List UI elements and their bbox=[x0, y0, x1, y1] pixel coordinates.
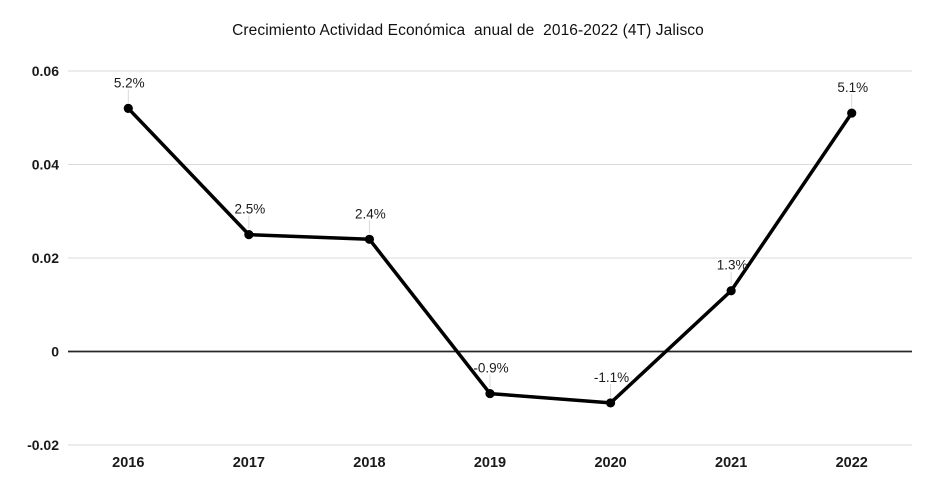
data-label: -0.9% bbox=[473, 361, 508, 376]
y-tick-label: -0.02 bbox=[27, 437, 59, 453]
x-category-label: 2017 bbox=[233, 455, 265, 471]
data-label: 2.4% bbox=[355, 206, 386, 221]
data-point-marker bbox=[847, 108, 857, 118]
y-tick-label: 0.06 bbox=[32, 63, 59, 79]
data-label: 1.3% bbox=[717, 258, 748, 273]
data-label: 5.1% bbox=[837, 80, 868, 95]
x-category-label: 2022 bbox=[836, 455, 868, 471]
data-label: 2.5% bbox=[234, 202, 265, 217]
y-tick-label: 0 bbox=[51, 344, 59, 360]
y-tick-label: 0.02 bbox=[32, 250, 59, 266]
data-point-marker bbox=[244, 230, 254, 240]
series-line bbox=[126, 106, 854, 405]
data-label: 5.2% bbox=[114, 75, 145, 90]
x-category-label: 2018 bbox=[353, 455, 385, 471]
data-label: -1.1% bbox=[594, 370, 629, 385]
data-point-marker bbox=[605, 398, 616, 408]
data-point-marker bbox=[364, 234, 375, 244]
x-category-label: 2020 bbox=[594, 455, 626, 471]
x-category-label: 2019 bbox=[474, 455, 506, 471]
x-category-label: 2016 bbox=[112, 455, 144, 471]
data-point-marker bbox=[485, 388, 495, 399]
chart-title: Crecimiento Actividad Económica anual de… bbox=[232, 22, 704, 39]
y-tick-label: 0.04 bbox=[32, 157, 59, 173]
data-point-marker bbox=[123, 103, 133, 113]
data-point-marker bbox=[726, 286, 736, 296]
x-category-label: 2021 bbox=[715, 455, 747, 471]
